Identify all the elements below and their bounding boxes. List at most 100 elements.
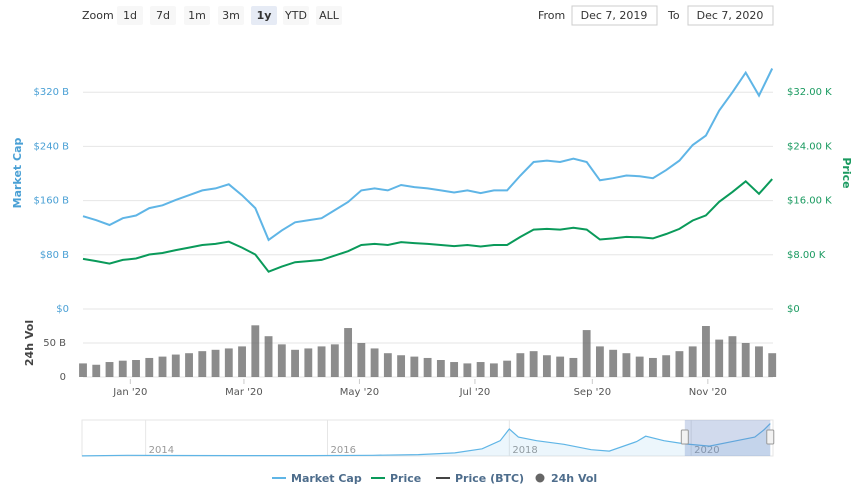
y2-tick-label: $24.00 K xyxy=(787,141,832,152)
to-value[interactable]: Dec 7, 2020 xyxy=(697,9,764,22)
volume-tick-label: 50 B xyxy=(43,338,66,349)
volume-bar xyxy=(423,357,432,377)
volume-bar xyxy=(397,355,406,377)
volume-bar xyxy=(158,356,167,377)
zoom-button-label[interactable]: 1m xyxy=(188,9,206,22)
volume-bar xyxy=(728,336,737,377)
volume-bar xyxy=(476,362,485,377)
y2-axis-title: Price xyxy=(840,157,853,188)
volume-bar xyxy=(582,330,591,377)
volume-bar xyxy=(569,357,578,377)
volume-bar xyxy=(675,351,684,377)
volume-bar xyxy=(211,349,220,377)
y2-tick-label: $8.00 K xyxy=(787,250,826,261)
y-tick-label: $240 B xyxy=(34,141,70,152)
navigator-line xyxy=(81,423,771,457)
volume-bar xyxy=(715,339,724,377)
zoom-button[interactable] xyxy=(283,6,309,25)
volume-bar xyxy=(450,362,459,377)
y-tick-label: $160 B xyxy=(34,196,70,207)
volume-bar xyxy=(238,346,246,377)
legend-label[interactable]: Price xyxy=(390,472,421,485)
zoom-button[interactable] xyxy=(316,6,342,25)
legend-label[interactable]: 24h Vol xyxy=(551,472,597,485)
volume-bar xyxy=(383,353,392,377)
volume-bar xyxy=(529,351,538,377)
volume-bar xyxy=(304,348,313,377)
volume-bar xyxy=(609,349,618,377)
to-input[interactable] xyxy=(687,5,774,26)
navigator-tick-label: 2020 xyxy=(694,445,719,456)
from-label: From xyxy=(538,9,565,22)
volume-bar xyxy=(251,325,260,377)
volume-bar xyxy=(595,346,604,377)
volume-bar xyxy=(118,360,127,377)
navigator-selection[interactable] xyxy=(684,420,771,456)
zoom-button[interactable] xyxy=(150,6,176,25)
legend-label[interactable]: Market Cap xyxy=(291,472,362,485)
volume-bar xyxy=(741,343,750,377)
x-tick-label: May '20 xyxy=(340,387,379,398)
volume-bar xyxy=(79,363,87,377)
y-axis-title: Market Cap xyxy=(11,138,24,209)
x-tick-label: Jan '20 xyxy=(112,387,147,398)
volume-bar xyxy=(489,363,498,377)
zoom-button-label[interactable]: 1y xyxy=(257,9,272,22)
volume-bar xyxy=(436,360,445,377)
zoom-button[interactable] xyxy=(218,6,244,25)
volume-tick-label: 0 xyxy=(60,372,66,383)
volume-bar xyxy=(198,351,207,377)
zoom-button-label[interactable]: 3m xyxy=(222,9,240,22)
y-tick-label: $80 B xyxy=(40,250,69,261)
volume-bar xyxy=(768,353,777,377)
volume-bar xyxy=(542,355,551,377)
volume-bar xyxy=(357,343,366,377)
legend-label[interactable]: Price (BTC) xyxy=(455,472,524,485)
volume-bar xyxy=(702,326,710,377)
x-tick-label: Sep '20 xyxy=(574,387,612,398)
zoom-button-label[interactable]: 7d xyxy=(156,9,170,22)
navigator-handle[interactable] xyxy=(766,429,775,445)
navigator-handle[interactable] xyxy=(680,429,689,445)
zoom-label: Zoom xyxy=(82,9,114,22)
zoom-button-label[interactable]: 1d xyxy=(123,9,137,22)
volume-bar xyxy=(171,354,180,377)
zoom-button[interactable] xyxy=(184,6,210,25)
zoom-button[interactable] xyxy=(117,6,143,25)
navigator-tick-label: 2014 xyxy=(149,445,174,456)
volume-bar xyxy=(635,356,644,377)
volume-bar xyxy=(145,357,154,377)
x-tick-label: Mar '20 xyxy=(225,387,263,398)
volume-bar xyxy=(622,353,631,377)
volume-bar xyxy=(556,356,565,377)
volume-axis-title: 24h Vol xyxy=(23,320,36,366)
volume-bar xyxy=(503,360,512,377)
x-tick-label: Nov '20 xyxy=(689,387,727,398)
zoom-button-label[interactable]: YTD xyxy=(284,9,307,22)
volume-bar xyxy=(688,346,697,377)
y-tick-label: $320 B xyxy=(34,87,70,98)
volume-bar xyxy=(277,344,286,377)
volume-bar xyxy=(755,346,763,377)
volume-bar xyxy=(105,362,114,377)
navigator-frame xyxy=(81,419,774,457)
y2-tick-label: $16.00 K xyxy=(787,196,832,207)
zoom-button[interactable] xyxy=(251,6,277,25)
volume-bar xyxy=(264,336,273,377)
navigator-area xyxy=(82,423,771,456)
from-input[interactable] xyxy=(571,5,658,26)
y2-tick-label: $0 xyxy=(787,304,800,315)
series-line xyxy=(82,68,774,242)
volume-bar xyxy=(185,353,193,377)
zoom-button-label[interactable]: ALL xyxy=(319,9,340,22)
from-value[interactable]: Dec 7, 2019 xyxy=(581,9,648,22)
legend-swatch[interactable] xyxy=(535,473,545,483)
volume-bar xyxy=(132,360,140,377)
volume-bar xyxy=(463,363,472,377)
series-line xyxy=(82,178,773,273)
volume-bar xyxy=(649,357,657,377)
volume-bar xyxy=(662,355,671,377)
volume-bar xyxy=(92,364,101,377)
